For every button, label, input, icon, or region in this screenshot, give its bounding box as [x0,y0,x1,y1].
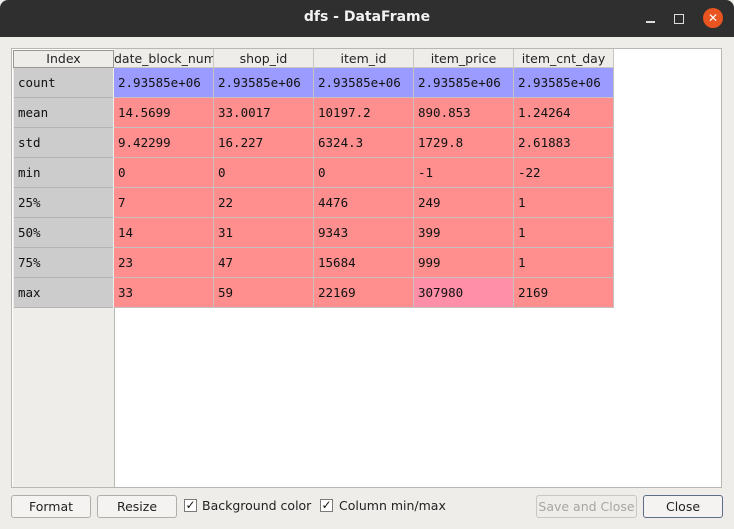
table-cell[interactable]: 33 [114,278,214,308]
dataframe-table[interactable]: Index date_block_num shop_id item_id item_p… [11,48,722,488]
resize-button[interactable]: Resize [97,495,177,518]
table-cell[interactable]: 1 [514,218,614,248]
format-button[interactable]: Format [11,495,91,518]
table-cell[interactable]: 33.0017 [214,98,314,128]
table-cell[interactable]: 9.42299 [114,128,214,158]
row-index-label[interactable]: count [14,68,113,98]
background-color-label[interactable]: Background color [202,498,312,513]
table-cell[interactable]: 9343 [314,218,414,248]
table-cell[interactable]: 2.93585e+06 [414,68,514,98]
row-index-label[interactable]: 75% [14,248,113,278]
table-cell[interactable]: 31 [214,218,314,248]
close-icon: ✕ [707,11,719,25]
minimize-icon [645,21,655,23]
row-index-label[interactable]: 50% [14,218,113,248]
table-cell[interactable]: 59 [214,278,314,308]
table-cell[interactable]: -22 [514,158,614,188]
table-cell[interactable]: 999 [414,248,514,278]
table-cell[interactable]: 2.93585e+06 [314,68,414,98]
minimize-button[interactable] [640,9,660,29]
maximize-icon [674,14,684,24]
column-minmax-checkbox[interactable]: ✓ [320,498,333,512]
table-cell[interactable]: 2.61883 [514,128,614,158]
index-header[interactable]: Index [13,50,114,68]
table-cell[interactable]: 2.93585e+06 [114,68,214,98]
table-cell[interactable]: 7 [114,188,214,218]
table-cell[interactable]: 14 [114,218,214,248]
table-cell[interactable]: 6324.3 [314,128,414,158]
table-cell[interactable]: 4476 [314,188,414,218]
table-cell[interactable]: 16.227 [214,128,314,158]
table-cell[interactable]: 307980 [414,278,514,308]
table-cell[interactable]: 1729.8 [414,128,514,158]
row-index-label[interactable]: max [14,278,113,308]
table-cell[interactable]: 47 [214,248,314,278]
maximize-button[interactable] [669,9,689,29]
table-cell[interactable]: 0 [214,158,314,188]
row-index-label[interactable]: 25% [14,188,113,218]
column-header[interactable]: date_block_num [114,49,214,68]
table-cell[interactable]: 2.93585e+06 [214,68,314,98]
row-index-label[interactable]: std [14,128,113,158]
table-cell[interactable]: 10197.2 [314,98,414,128]
table-cell[interactable]: 1 [514,188,614,218]
table-cell[interactable]: 890.853 [414,98,514,128]
table-cell[interactable]: 22169 [314,278,414,308]
close-button[interactable]: Close [643,495,723,518]
table-cell[interactable]: 2169 [514,278,614,308]
table-cell[interactable]: 2.93585e+06 [514,68,614,98]
table-cell[interactable]: -1 [414,158,514,188]
title-bar: dfs - DataFrame ✕ [0,0,734,37]
row-index-label[interactable]: mean [14,98,113,128]
window-title: dfs - DataFrame [303,9,431,25]
column-minmax-label[interactable]: Column min/max [339,498,446,513]
table-cell[interactable]: 399 [414,218,514,248]
table-cell[interactable]: 15684 [314,248,414,278]
save-and-close-button[interactable]: Save and Close [536,495,637,518]
column-header[interactable]: shop_id [214,49,314,68]
table-cell[interactable]: 22 [214,188,314,218]
table-cell[interactable]: 249 [414,188,514,218]
table-cell[interactable]: 1.24264 [514,98,614,128]
table-cell[interactable]: 0 [114,158,214,188]
close-window-button[interactable]: ✕ [703,8,723,28]
table-cell[interactable]: 14.5699 [114,98,214,128]
column-header[interactable]: item_price [414,49,514,68]
column-header[interactable]: item_cnt_day [514,49,614,68]
row-index-label[interactable]: min [14,158,113,188]
table-cell[interactable]: 0 [314,158,414,188]
table-cell[interactable]: 23 [114,248,214,278]
table-cell[interactable]: 1 [514,248,614,278]
column-header[interactable]: item_id [314,49,414,68]
background-color-checkbox[interactable]: ✓ [184,498,197,512]
